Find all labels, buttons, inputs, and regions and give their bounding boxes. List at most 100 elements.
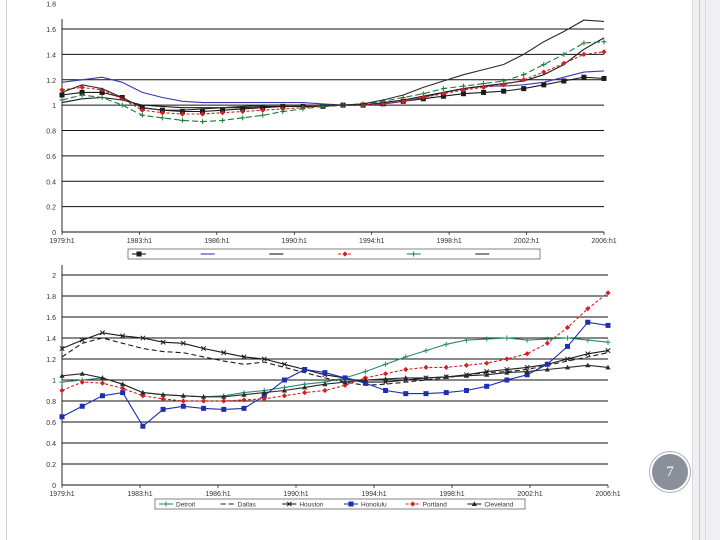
data-point — [585, 319, 591, 325]
data-point — [140, 390, 146, 395]
legend-marker — [471, 501, 477, 506]
y-tick-label: 1 — [52, 378, 56, 385]
x-tick-label: 1994:h1 — [359, 238, 384, 245]
data-point — [160, 392, 166, 397]
y-tick-label: 1.6 — [46, 315, 56, 322]
data-point — [581, 74, 587, 80]
slide-side-bar — [692, 0, 720, 540]
data-point — [120, 333, 126, 339]
data-point — [581, 40, 587, 46]
data-point — [443, 341, 449, 347]
data-point — [541, 69, 547, 75]
y-tick-label: 1.4 — [46, 52, 56, 59]
data-point — [59, 373, 65, 378]
data-point — [120, 381, 126, 387]
series-path — [61, 332, 609, 383]
data-point — [585, 351, 591, 357]
y-tick-label: 1.2 — [46, 357, 56, 364]
data-point — [220, 117, 226, 123]
series-path — [61, 19, 605, 111]
y-tick-label: 2 — [52, 273, 56, 280]
x-tick-label: 1998:h1 — [436, 238, 461, 245]
data-point — [362, 380, 368, 386]
data-point — [501, 82, 507, 88]
x-tick-label: 2002:h1 — [514, 238, 539, 245]
data-point — [383, 388, 389, 393]
data-point — [605, 364, 611, 370]
data-point — [440, 86, 446, 92]
left-page-rule — [6, 0, 7, 540]
data-point — [460, 83, 466, 89]
data-point — [480, 84, 487, 90]
legend-marker — [348, 501, 354, 507]
x-tick-label: 1979:h1 — [49, 491, 74, 498]
data-point — [544, 361, 550, 367]
data-point — [302, 384, 308, 390]
data-point — [403, 375, 409, 380]
data-point — [403, 391, 409, 397]
charts-canvas: 0 0.2 0.4 0.6 0.8 1 1.2 1.4 1.6 1.8 1979:h1 1983:h1… — [46, 2, 621, 510]
data-point — [423, 391, 429, 397]
series-line — [59, 362, 611, 399]
data-point — [120, 390, 126, 396]
page-number-badge: 7 — [650, 452, 690, 492]
data-point — [585, 306, 591, 312]
legend-label: Dallas — [238, 502, 257, 509]
data-point — [160, 339, 166, 345]
data-point — [541, 82, 547, 88]
side-bar-rule — [705, 0, 706, 540]
data-point — [605, 290, 611, 296]
data-point — [382, 376, 389, 381]
data-point — [382, 371, 389, 377]
data-point — [219, 110, 226, 116]
y-tick-label: 0.8 — [46, 399, 56, 406]
data-point — [601, 75, 607, 81]
data-point — [159, 110, 165, 116]
data-point — [99, 375, 106, 380]
data-point — [423, 375, 429, 380]
data-point — [524, 372, 530, 378]
series-line — [59, 319, 611, 429]
data-point — [440, 91, 447, 97]
data-point — [179, 117, 185, 123]
data-point — [201, 345, 207, 352]
series-line — [61, 19, 605, 111]
data-point — [159, 115, 165, 121]
y-tick-label: 0.4 — [46, 179, 56, 186]
y-tick-label: 1.2 — [46, 78, 56, 85]
data-point — [443, 374, 449, 379]
data-point — [403, 354, 409, 360]
data-point — [564, 364, 571, 370]
data-point — [443, 390, 449, 396]
data-point — [59, 379, 65, 385]
data-point — [544, 340, 550, 346]
data-point — [524, 364, 530, 370]
data-point — [581, 51, 587, 57]
series-path — [61, 337, 609, 386]
data-point — [99, 393, 105, 399]
data-point — [481, 89, 487, 95]
data-point — [521, 72, 527, 78]
side-bar-rule — [699, 0, 700, 540]
data-point — [601, 39, 607, 45]
y-tick-label: 0.8 — [46, 129, 56, 136]
legend-marker — [286, 501, 292, 507]
data-point — [484, 383, 490, 389]
series-path — [61, 321, 609, 428]
data-point — [504, 356, 510, 362]
data-point — [261, 390, 267, 395]
data-point — [565, 335, 571, 341]
data-point — [605, 322, 611, 328]
data-point — [565, 343, 571, 349]
data-point — [261, 393, 267, 399]
data-point — [521, 77, 527, 83]
data-point — [79, 371, 85, 376]
data-point — [241, 397, 247, 403]
data-point — [280, 106, 286, 112]
data-point — [484, 360, 490, 366]
data-point — [561, 78, 567, 84]
data-point — [139, 112, 145, 118]
data-point — [300, 106, 306, 112]
data-point — [160, 406, 166, 412]
series-path — [61, 51, 605, 115]
